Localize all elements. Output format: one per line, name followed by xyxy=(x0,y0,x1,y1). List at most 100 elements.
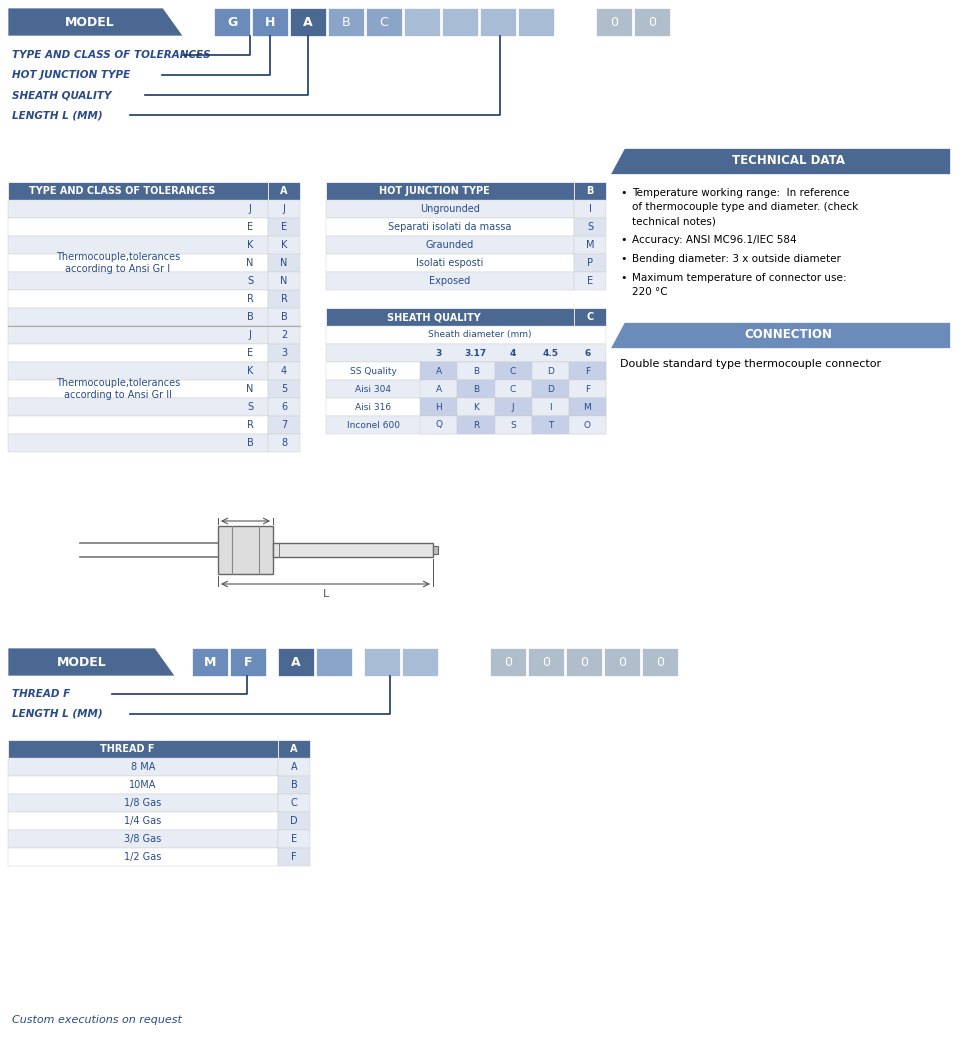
Bar xyxy=(495,380,532,398)
Text: B: B xyxy=(281,312,287,322)
Text: Graunded: Graunded xyxy=(426,240,474,250)
Bar xyxy=(278,848,310,866)
Text: P: P xyxy=(587,258,593,268)
Polygon shape xyxy=(610,148,950,174)
Text: R: R xyxy=(247,294,254,304)
Bar xyxy=(518,8,554,36)
Text: 5: 5 xyxy=(281,384,287,394)
Bar xyxy=(326,272,574,290)
Text: Thermocouple,tolerances
according to Ansi Gr I: Thermocouple,tolerances according to Ans… xyxy=(56,252,180,274)
Bar xyxy=(268,218,300,236)
Text: J: J xyxy=(249,204,252,214)
Bar xyxy=(420,398,457,416)
Bar xyxy=(8,794,278,812)
Text: F: F xyxy=(585,366,590,376)
Polygon shape xyxy=(610,322,950,348)
Text: N: N xyxy=(247,384,254,394)
Bar xyxy=(326,416,606,435)
Bar xyxy=(569,362,606,380)
Bar xyxy=(316,648,352,676)
Bar xyxy=(278,758,310,776)
Bar xyxy=(574,218,606,236)
Text: MODEL: MODEL xyxy=(66,16,115,28)
Text: 3: 3 xyxy=(436,349,442,357)
Bar xyxy=(328,8,364,36)
Text: 3/8 Gas: 3/8 Gas xyxy=(124,834,162,844)
Text: 10MA: 10MA xyxy=(129,780,157,790)
Bar xyxy=(326,182,574,200)
Bar xyxy=(268,435,300,452)
Bar xyxy=(420,380,457,398)
Bar xyxy=(8,326,268,344)
Text: Bending diameter: 3 x outside diameter: Bending diameter: 3 x outside diameter xyxy=(632,254,841,264)
Bar xyxy=(420,416,457,435)
Text: C: C xyxy=(586,312,594,322)
Text: 2: 2 xyxy=(281,330,287,340)
Text: A: A xyxy=(291,762,297,772)
Bar xyxy=(8,776,278,794)
Bar xyxy=(8,182,268,200)
Text: 4: 4 xyxy=(510,349,517,357)
Text: E: E xyxy=(247,348,254,358)
Text: B: B xyxy=(247,312,254,322)
Text: •: • xyxy=(620,273,627,283)
Bar xyxy=(268,254,300,272)
Text: N: N xyxy=(281,276,287,286)
Bar xyxy=(574,200,606,218)
Text: Thermocouple,tolerances
according to Ansi Gr II: Thermocouple,tolerances according to Ans… xyxy=(56,378,180,400)
Bar xyxy=(230,648,266,676)
Bar xyxy=(8,398,268,416)
Text: 3.17: 3.17 xyxy=(465,349,487,357)
Text: D: D xyxy=(290,816,298,826)
Bar xyxy=(326,344,606,362)
Text: TECHNICAL DATA: TECHNICAL DATA xyxy=(732,155,844,168)
Text: CONNECTION: CONNECTION xyxy=(744,329,832,341)
Text: THREAD F: THREAD F xyxy=(99,744,154,754)
Bar xyxy=(252,8,288,36)
Text: Double standard type thermocouple connector: Double standard type thermocouple connec… xyxy=(620,359,881,369)
Text: S: S xyxy=(587,222,593,232)
Bar xyxy=(8,362,268,380)
Bar xyxy=(326,236,574,254)
Bar xyxy=(566,648,602,676)
Bar xyxy=(604,648,640,676)
Bar xyxy=(278,740,310,758)
Text: S: S xyxy=(247,276,254,286)
Text: B: B xyxy=(473,384,479,394)
Bar xyxy=(192,648,228,676)
Bar xyxy=(364,648,400,676)
Bar xyxy=(402,648,438,676)
Bar xyxy=(8,380,268,398)
Text: 4.5: 4.5 xyxy=(543,349,558,357)
Bar xyxy=(532,362,569,380)
Text: K: K xyxy=(247,366,254,376)
Text: L: L xyxy=(322,589,329,599)
Bar xyxy=(569,416,606,435)
Text: SHEATH QUALITY: SHEATH QUALITY xyxy=(12,90,112,101)
Text: E: E xyxy=(281,222,287,232)
Text: Ungrounded: Ungrounded xyxy=(420,204,480,214)
Bar xyxy=(273,543,433,557)
Bar xyxy=(528,648,564,676)
Bar xyxy=(490,648,526,676)
Bar xyxy=(278,812,310,830)
Text: of thermocouple type and diameter. (check: of thermocouple type and diameter. (chec… xyxy=(632,202,858,211)
Text: A: A xyxy=(291,655,301,668)
Bar xyxy=(278,648,314,676)
Text: TYPE AND CLASS OF TOLERANCES: TYPE AND CLASS OF TOLERANCES xyxy=(12,50,210,60)
Text: 8: 8 xyxy=(281,438,287,448)
Text: E: E xyxy=(587,276,593,286)
Text: B: B xyxy=(341,16,350,28)
Text: O: O xyxy=(584,421,591,429)
Bar xyxy=(268,290,300,308)
Bar xyxy=(8,740,278,758)
Bar xyxy=(574,272,606,290)
Text: C: C xyxy=(380,16,388,28)
Polygon shape xyxy=(8,8,183,36)
Text: 0: 0 xyxy=(648,16,656,28)
Text: Inconel 600: Inconel 600 xyxy=(347,421,400,429)
Text: M: M xyxy=(583,402,591,411)
Bar xyxy=(268,236,300,254)
Text: H: H xyxy=(265,16,275,28)
Text: 0: 0 xyxy=(580,655,588,668)
